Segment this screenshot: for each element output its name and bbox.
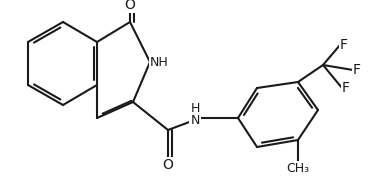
- Text: O: O: [163, 158, 174, 172]
- Text: F: F: [342, 81, 350, 95]
- Text: NH: NH: [150, 55, 169, 69]
- Text: O: O: [125, 0, 135, 12]
- Text: CH₃: CH₃: [287, 162, 310, 175]
- Text: H
N: H N: [191, 103, 200, 127]
- Text: F: F: [353, 63, 361, 77]
- Text: F: F: [340, 38, 348, 52]
